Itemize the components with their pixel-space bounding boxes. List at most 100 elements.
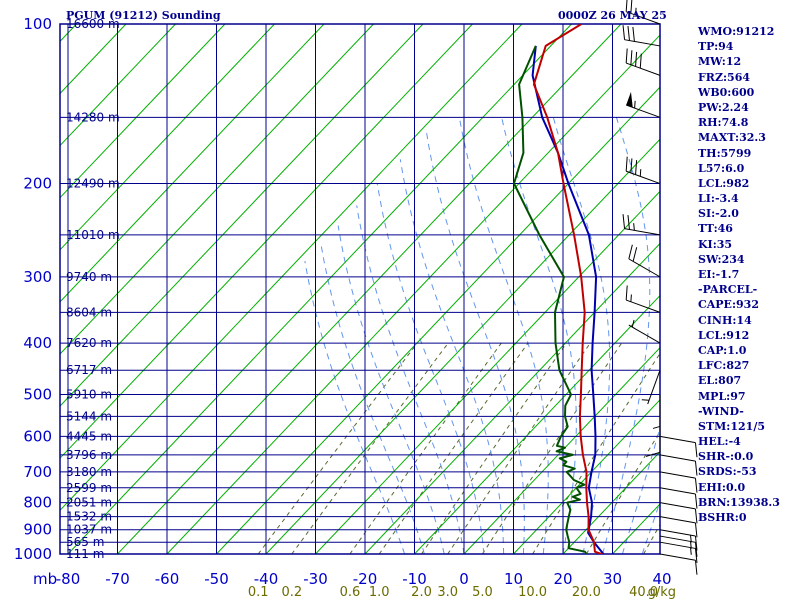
pressure-tick-label: 600 [23, 427, 52, 445]
mixing-ratio-line [447, 342, 591, 554]
wind-barb [659, 553, 698, 575]
isotherm-line [60, 24, 523, 512]
wind-barb [652, 394, 661, 431]
index-line: WB0:600 [698, 85, 755, 99]
index-line: LCL:982 [698, 176, 750, 190]
isotherm-line [60, 24, 176, 147]
index-line: CINH:14 [698, 313, 752, 327]
moist-adiabat [320, 243, 425, 554]
wind-barb [625, 48, 661, 76]
temperature-tick-label: 20 [553, 570, 572, 588]
index-line: L57:6.0 [698, 161, 745, 175]
isotherm-line [67, 24, 572, 554]
height-label: 565 m [66, 535, 104, 549]
moist-adiabat [337, 225, 445, 554]
moist-adiabat [552, 117, 611, 554]
mixing-ratio-unit: g/kg [648, 585, 676, 600]
wind-barb [659, 541, 698, 563]
wind-barb [659, 487, 698, 509]
pressure-tick-label: 400 [23, 334, 52, 352]
isotherm-line [60, 24, 275, 251]
index-line: HEL:-4 [698, 435, 741, 449]
wind-barb [622, 214, 661, 236]
isotherm-line [463, 346, 660, 554]
mixing-ratio-line [349, 342, 502, 554]
index-line: RH:74.8 [698, 116, 749, 130]
height-label: 11010 m [66, 228, 120, 242]
isotherm-line [562, 451, 660, 554]
temperature-tick-label: -60 [155, 570, 180, 588]
index-line: STM:121/5 [698, 419, 765, 433]
index-line: KI:35 [698, 237, 733, 251]
plot-frame [59, 23, 661, 555]
wind-barb [659, 516, 698, 538]
temperature-tick-label: -70 [105, 570, 130, 588]
sounding-indices-panel: WMO:91212 TP:94 MW:12 FRZ:564 WB0:600 PW:2.24… [698, 24, 798, 525]
index-line: LFC:827 [698, 359, 750, 373]
isotherm-line [60, 24, 424, 407]
moist-adiabat [399, 159, 505, 554]
chart-title: PGUM (91212) Sounding [66, 9, 221, 22]
chart-datetime: 0000Z 26 MAY 25 [558, 9, 667, 22]
index-line: BSHR:0 [698, 511, 747, 524]
moist-adiabat [458, 117, 549, 554]
pressure-tick-label: 500 [23, 385, 52, 403]
index-line: TH:5799 [698, 146, 752, 160]
isotherm-line [364, 242, 660, 554]
wind-barb [622, 25, 661, 47]
sounding-series [513, 24, 605, 554]
wind-barb [659, 529, 698, 551]
wind-barb [659, 471, 698, 493]
mixing-ratio-label: 0.6 [340, 585, 361, 600]
height-label: 4445 m [66, 429, 112, 443]
index-line: WMO:91212 [698, 25, 775, 38]
height-label: 8604 m [66, 305, 112, 319]
pressure-tick-label: 900 [23, 521, 52, 539]
index-line: BRN:13938.3 [698, 495, 780, 509]
index-line: LI:-3.4 [698, 192, 739, 206]
moist-adiabat [621, 425, 660, 554]
height-label: 7620 m [66, 336, 112, 350]
isotherm-line [414, 294, 660, 554]
height-label: 16600 m [66, 17, 120, 31]
temperature-tick-label: -10 [402, 570, 427, 588]
index-line: SW:234 [698, 252, 745, 266]
wind-barb [628, 244, 661, 278]
grid [59, 23, 661, 555]
moist-adiabat [641, 500, 660, 554]
isotherm-line [60, 24, 226, 199]
height-label: 5144 m [66, 409, 112, 423]
isotherm-line [60, 24, 374, 355]
index-line: TP:94 [698, 40, 734, 54]
isotherm-line [265, 138, 660, 554]
mixing-ratio-label: 3.0 [437, 585, 458, 600]
height-label: 6717 m [66, 363, 112, 377]
height-label: 2599 m [66, 481, 112, 495]
temperature-tick-label: 30 [603, 570, 622, 588]
isotherm-line [513, 399, 660, 554]
index-line: CAP:1.0 [698, 343, 747, 357]
isotherms [60, 24, 660, 554]
temperature-tick-label: -50 [204, 570, 229, 588]
wind-barb [641, 370, 661, 405]
temperature-tick-label: -40 [254, 570, 279, 588]
height-label: 2051 m [66, 496, 112, 510]
isotherm-line [166, 34, 660, 554]
mixing-ratio-line [481, 342, 623, 554]
height-label: 14280 m [66, 110, 120, 124]
mixing-ratio-label: 40.0 [629, 585, 658, 600]
wind-barb [659, 535, 698, 557]
temperature-tick-label: 40 [652, 570, 671, 588]
mixing-ratio-label: 10.0 [518, 585, 547, 600]
wind-barb [659, 502, 698, 524]
temperature-tick-label: 0 [459, 570, 469, 588]
mixing-ratio-label: 20.0 [572, 585, 601, 600]
index-line: MPL:97 [698, 389, 746, 403]
wind-barb [659, 435, 698, 458]
height-label: 12490 m [66, 177, 120, 191]
temperature-tick-label: -20 [353, 570, 378, 588]
height-label: 3796 m [66, 448, 112, 462]
index-line: -WIND- [698, 404, 744, 418]
